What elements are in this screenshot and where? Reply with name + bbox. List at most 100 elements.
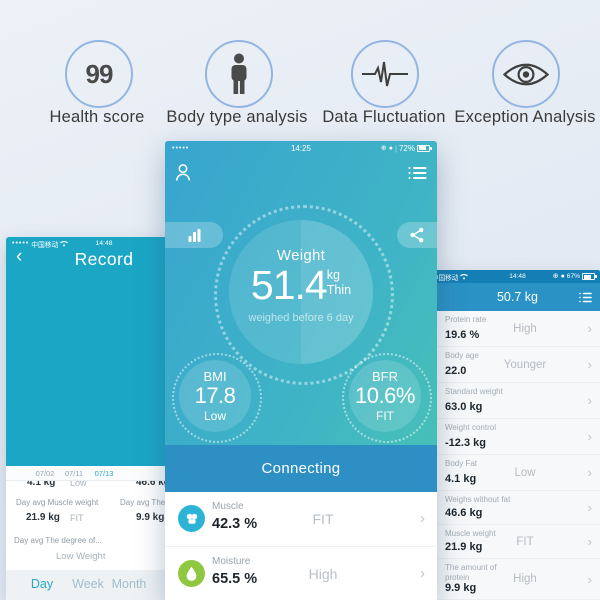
chevron-right-icon: › bbox=[587, 534, 592, 549]
row-label: Protein rate bbox=[445, 315, 487, 324]
bmi-label: BMI bbox=[203, 369, 227, 384]
chevron-right-icon: › bbox=[587, 321, 592, 336]
weight-value: 51.4 bbox=[250, 262, 328, 308]
row-value: 46.6 kg bbox=[445, 507, 483, 519]
battery-icon bbox=[582, 273, 597, 280]
row-status: High bbox=[513, 322, 537, 335]
wifi-icon bbox=[460, 274, 469, 280]
metric-summary-list: Muscle 42.3 % FIT › Moisture 65.5 % High… bbox=[165, 492, 437, 600]
metric-value: 42.3 % bbox=[212, 516, 258, 532]
back-icon[interactable]: ‹ bbox=[16, 246, 23, 267]
avg-label: Day avg The degree of... bbox=[14, 536, 102, 545]
chart-date-axis: 07/02 07/11 07/13 bbox=[6, 466, 202, 481]
avg-label: Day avg Muscle weight bbox=[16, 498, 99, 507]
row-value: 9.9 kg bbox=[445, 582, 477, 594]
signal-dots-icon: ••••• bbox=[12, 240, 30, 247]
feature-label-body-type: Body type analysis bbox=[166, 108, 308, 126]
chevron-right-icon: › bbox=[420, 565, 425, 582]
row-value: 63.0 kg bbox=[445, 401, 483, 413]
detail-screen: 中国移动 14:48 ⊕ ● 67% ‹ 50.7 kg bbox=[435, 270, 600, 600]
row-value: 22.0 bbox=[445, 365, 467, 377]
weight-note: weighed before 6 day bbox=[248, 311, 354, 324]
avg-value: 9.9 kg bbox=[136, 512, 165, 523]
exception-analysis-icon bbox=[492, 40, 560, 108]
avg-status: FIT bbox=[70, 513, 84, 523]
muscle-icon bbox=[178, 505, 205, 532]
carrier-label: 中国移动 bbox=[31, 241, 59, 249]
weight-dial[interactable]: Weight 51.4 kg Thin weighed before 6 day bbox=[229, 220, 373, 364]
tab-day[interactable]: Day bbox=[30, 577, 54, 591]
bmi-dial[interactable]: BMI 17.8 Low bbox=[179, 360, 251, 432]
detail-row[interactable]: Weighs without fat 46.6 kg › bbox=[435, 491, 600, 525]
shield-icon: ● bbox=[560, 273, 565, 280]
detail-row[interactable]: Muscle weight 21.9 kg FIT › bbox=[435, 525, 600, 559]
list-menu-icon[interactable] bbox=[408, 166, 427, 180]
row-label: The amount of protein bbox=[445, 563, 497, 582]
detail-row[interactable]: Body age 22.0 Younger › bbox=[435, 347, 600, 383]
tab-week[interactable]: Week bbox=[72, 577, 104, 591]
row-value: 21.9 kg bbox=[445, 541, 483, 553]
detail-row[interactable]: Standard weight 63.0 kg › bbox=[435, 383, 600, 419]
row-value: 4.1 kg bbox=[445, 473, 477, 485]
share-icon bbox=[410, 227, 424, 243]
bfr-label: BFR bbox=[372, 369, 398, 384]
tab-month[interactable]: Month bbox=[111, 577, 147, 591]
avg-status: Low Weight bbox=[56, 551, 106, 562]
profile-icon[interactable] bbox=[174, 163, 192, 182]
row-status: Younger bbox=[503, 358, 547, 371]
date-tick[interactable]: 07/02 bbox=[35, 469, 55, 478]
muscle-row[interactable]: Muscle 42.3 % FIT › bbox=[165, 492, 437, 546]
detail-row[interactable]: The amount of protein 9.9 kg High › bbox=[435, 559, 600, 600]
eye-icon bbox=[503, 63, 549, 85]
bfr-value: 10.6% bbox=[355, 383, 415, 408]
row-label: Muscle weight bbox=[445, 529, 496, 538]
carrier-label: 中国移动 bbox=[435, 274, 459, 282]
avg-label: Day avg The bbox=[120, 498, 166, 507]
weight-label: Weight bbox=[276, 247, 326, 264]
record-page-title: Record bbox=[74, 249, 134, 269]
bfr-dial[interactable]: BFR 10.6% FIT bbox=[349, 360, 421, 432]
water-drop-icon bbox=[178, 560, 205, 587]
battery-percent: 67% bbox=[566, 273, 580, 280]
signal-dots-icon: ••••• bbox=[172, 144, 190, 152]
bmi-dial-ring bbox=[172, 353, 262, 443]
row-value: 19.6 % bbox=[445, 329, 480, 341]
chevron-right-icon: › bbox=[587, 500, 592, 515]
history-chart-button[interactable] bbox=[165, 222, 223, 248]
date-tick[interactable]: 07/11 bbox=[64, 469, 84, 478]
weight-dial-ring bbox=[214, 205, 394, 385]
data-fluctuation-icon bbox=[351, 40, 419, 108]
health-score-icon: 99 bbox=[65, 40, 133, 108]
chevron-right-icon: › bbox=[587, 571, 592, 587]
row-label: Weighs without fat bbox=[445, 495, 511, 504]
metric-detail-list: Protein rate 19.6 % High › Body age 22.0… bbox=[435, 311, 600, 600]
chevron-right-icon: › bbox=[587, 465, 592, 480]
detail-page-title: 50.7 kg bbox=[496, 290, 538, 304]
feature-label-exception-analysis: Exception Analysis bbox=[454, 108, 596, 126]
row-status bbox=[490, 419, 560, 454]
detail-status-bar: 中国移动 14:48 ⊕ ● 67% bbox=[435, 270, 600, 283]
row-status: Low bbox=[514, 466, 536, 479]
rotation-lock-icon: ⊕ bbox=[552, 273, 559, 280]
bmi-value: 17.8 bbox=[194, 383, 236, 408]
status-time: 14:48 bbox=[95, 240, 113, 247]
dashboard-screen: ••••• 14:25 ⊕ ● | 72% bbox=[165, 141, 437, 600]
row-status bbox=[490, 383, 560, 418]
share-button[interactable] bbox=[397, 222, 437, 248]
avg-value: 21.9 kg bbox=[26, 512, 60, 523]
connecting-button[interactable]: Connecting bbox=[165, 445, 437, 492]
weight-status: Thin bbox=[326, 283, 352, 297]
date-tick-selected[interactable]: 07/13 bbox=[94, 469, 114, 478]
row-status: FIT bbox=[516, 535, 534, 548]
moisture-row[interactable]: Moisture 65.5 % High › bbox=[165, 546, 437, 600]
avg-value: 46.6 kg bbox=[136, 481, 170, 488]
detail-row[interactable]: Weight control -12.3 kg › bbox=[435, 419, 600, 455]
detail-row[interactable]: Protein rate 19.6 % High › bbox=[435, 311, 600, 347]
body-type-icon bbox=[205, 40, 273, 108]
feature-label-data-fluctuation: Data Fluctuation bbox=[322, 108, 446, 126]
row-label: Body age bbox=[445, 351, 479, 360]
rotation-lock-icon: ⊕ bbox=[380, 144, 387, 152]
ecg-pulse-icon bbox=[362, 61, 408, 87]
detail-row[interactable]: Body Fat 4.1 kg Low › bbox=[435, 455, 600, 491]
list-menu-icon[interactable] bbox=[579, 292, 592, 303]
